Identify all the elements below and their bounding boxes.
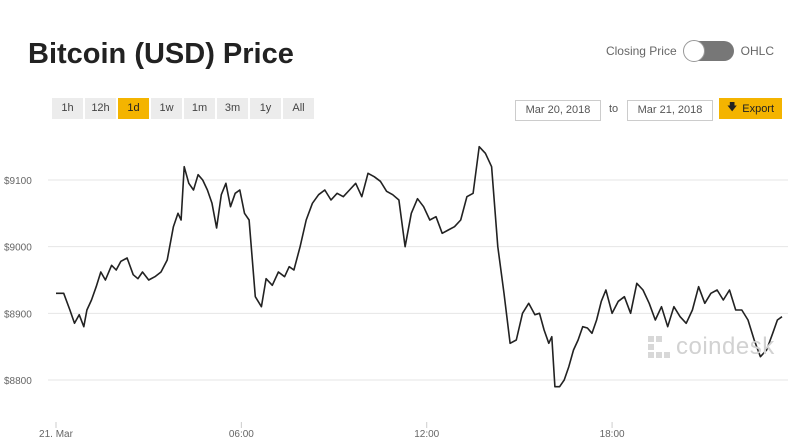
price-mode-toggle[interactable] <box>682 40 734 62</box>
y-tick-label: $9000 <box>4 243 32 254</box>
range-button-1d[interactable]: 1d <box>118 98 149 119</box>
x-tick-label: 06:00 <box>229 429 254 440</box>
watermark-text: coindesk <box>676 333 775 360</box>
price-series-line <box>56 145 783 388</box>
closing-price-label: Closing Price <box>605 44 677 58</box>
coindesk-watermark: coindesk <box>648 333 775 361</box>
grid-layer <box>48 179 788 381</box>
price-chart: $8800 $8900 $9000 $9100 21. Mar 06:00 12:00 18… <box>4 145 788 440</box>
toggle-knob <box>682 40 705 62</box>
range-button-all[interactable]: All <box>283 98 314 119</box>
y-axis-ticks: $8800 $8900 $9000 $9100 <box>4 176 32 387</box>
y-tick-label: $8900 <box>4 309 32 320</box>
range-button-12h[interactable]: 12h <box>85 98 116 119</box>
export-label: Export <box>742 102 775 115</box>
y-tick-label: $8800 <box>4 376 32 387</box>
export-button[interactable]: 🡇 Export <box>719 98 782 119</box>
range-button-1y[interactable]: 1y <box>250 98 281 119</box>
x-axis-ticks: 21. Mar 06:00 12:00 18:00 <box>39 422 625 440</box>
end-date-input[interactable]: Mar 21, 2018 <box>627 100 713 121</box>
date-to-label: to <box>609 103 619 115</box>
download-arrow-icon: 🡇 <box>726 102 738 113</box>
x-tick-label: 12:00 <box>414 429 439 440</box>
start-date-input[interactable]: Mar 20, 2018 <box>515 100 601 121</box>
ohlc-label: OHLC <box>740 44 774 58</box>
coindesk-logo-icon <box>648 336 670 358</box>
page-title: Bitcoin (USD) Price <box>28 38 294 70</box>
x-tick-label: 18:00 <box>600 429 625 440</box>
x-tick-label: 21. Mar <box>39 429 74 440</box>
range-button-1w[interactable]: 1w <box>151 98 182 119</box>
range-selector: 1h 12h 1d 1w 1m 3m 1y All <box>52 98 314 119</box>
price-mode-toggle-group: Closing Price OHLC <box>605 40 774 62</box>
range-button-1h[interactable]: 1h <box>52 98 83 119</box>
range-button-3m[interactable]: 3m <box>217 98 248 119</box>
range-button-1m[interactable]: 1m <box>184 98 215 119</box>
y-tick-label: $9100 <box>4 176 32 187</box>
